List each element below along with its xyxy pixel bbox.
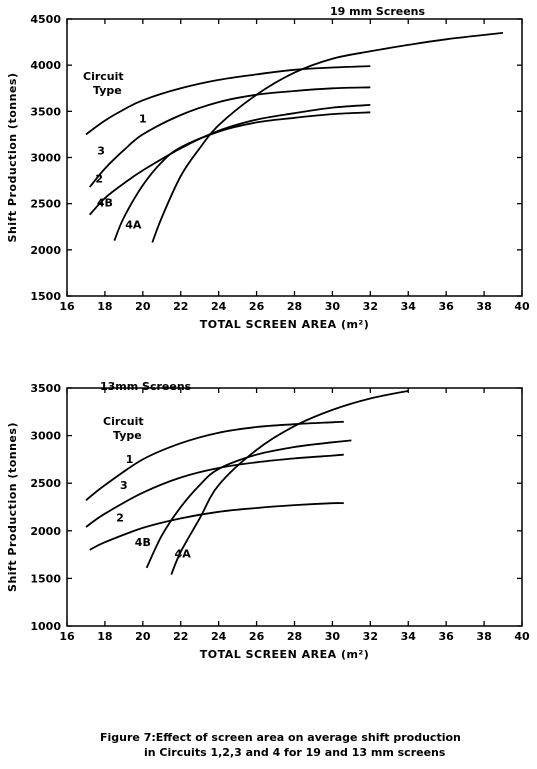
chart-19mm-xtick-label: 40 [514,300,530,313]
chart-13mm-xtick-label: 22 [173,630,188,643]
chart-19mm-xtick-label: 26 [249,300,265,313]
chart-13mm-y-axis-label: Shift Production (tonnes) [6,422,19,592]
chart-13mm-curve-label-1: 1 [126,453,134,466]
chart-13mm-series-4b [145,439,352,569]
chart-13mm-ytick-label: 3000 [30,430,61,443]
chart-13mm-curve-label-3: 3 [120,479,128,492]
chart-19mm-ytick-label: 4500 [30,13,61,26]
chart-13mm-series-4a [170,390,409,575]
chart-19mm-ytick-label: 3500 [30,105,61,118]
chart-19mm-ytick-label: 4000 [30,59,61,72]
chart-13mm-xtick-label: 32 [363,630,378,643]
chart-13mm-xtick-label: 28 [287,630,302,643]
chart-19mm-legend-title-line2: Type [93,84,122,97]
chart-19mm-legend-title-line1: Circuit [83,70,124,83]
chart-13mm-xtick-label: 18 [97,630,112,643]
chart-13mm-xtick-label: 40 [514,630,530,643]
chart-19mm-curve-label-3: 3 [97,145,105,158]
chart-13mm-title: 13mm Screens [100,380,192,393]
chart-19mm-ytick-label: 1500 [30,290,61,303]
chart-19mm-xtick-label: 22 [173,300,188,313]
chart-19mm-xtick-label: 38 [476,300,491,313]
chart-19mm-series-1 [85,65,371,136]
chart-13mm-xtick-label: 24 [211,630,227,643]
chart-19mm-curve-label-4b: 4B [97,196,113,209]
chart-19mm-curve-label-1: 1 [139,112,147,125]
chart-19mm-ytick-label: 3000 [30,152,61,165]
chart-13mm-xtick-label: 34 [401,630,417,643]
chart-19mm: 16 18 20 22 24 26 28 30 32 34 36 38 4015002000250030… [6,5,530,331]
caption-line-2: in Circuits 1,2,3 and 4 for 19 and 13 mm… [144,746,446,759]
caption-line-1: Figure 7:Effect of screen area on averag… [100,731,461,744]
chart-19mm-title: 19 mm Screens [330,5,426,18]
chart-19mm-curve-label-2: 2 [95,172,103,185]
chart-19mm-xtick-label: 18 [97,300,112,313]
chart-19mm-ytick-label: 2500 [30,198,61,211]
chart-13mm: 16 18 20 22 24 26 28 30 32 34 36 38 4010001500200025… [6,380,530,661]
chart-13mm-legend-title-line2: Type [113,429,142,442]
chart-19mm-x-axis-label: TOTAL SCREEN AREA (m²) [200,318,370,331]
chart-19mm-y-axis-label: Shift Production (tonnes) [6,73,19,243]
chart-13mm-legend-title-line1: Circuit [103,415,144,428]
chart-19mm-xtick-label: 36 [439,300,455,313]
chart-13mm-series-1 [85,420,344,502]
chart-13mm-xtick-label: 36 [439,630,455,643]
chart-19mm-curve-label-4a: 4A [125,219,142,232]
chart-13mm-curve-label-4a: 4A [175,547,192,560]
chart-19mm-series-4a [151,32,504,243]
chart-13mm-ytick-label: 2500 [30,477,61,490]
chart-13mm-series-2 [89,502,344,551]
chart-13mm-curve-label-2: 2 [116,511,124,524]
chart-19mm-xtick-label: 34 [401,300,417,313]
chart-19mm-xtick-label: 20 [135,300,151,313]
chart-19mm-plot-frame [66,18,523,297]
chart-13mm-xtick-label: 38 [476,630,491,643]
chart-13mm-xtick-label: 26 [249,630,265,643]
chart-19mm-series-4b [113,111,371,241]
chart-13mm-ytick-label: 2000 [30,525,61,538]
chart-19mm-series-3 [89,86,371,188]
chart-13mm-xtick-label: 30 [325,630,341,643]
chart-19mm-xtick-label: 28 [287,300,302,313]
figure-caption: Figure 7:Effect of screen area on averag… [100,730,530,760]
chart-19mm-series-2 [89,104,371,216]
chart-13mm-ytick-label: 1000 [30,620,61,633]
chart-13mm-ytick-label: 3500 [30,382,61,395]
chart-19mm-xtick-label: 30 [325,300,341,313]
chart-13mm-xtick-label: 16 [59,630,75,643]
chart-19mm-ytick-label: 2000 [30,244,61,257]
chart-19mm-xtick-label: 16 [59,300,75,313]
chart-19mm-xtick-label: 24 [211,300,227,313]
chart-19mm-xtick-label: 32 [363,300,378,313]
chart-13mm-curve-label-4b: 4B [135,536,151,549]
chart-13mm-xtick-label: 20 [135,630,151,643]
chart-13mm-ytick-label: 1500 [30,572,61,585]
chart-13mm-x-axis-label: TOTAL SCREEN AREA (m²) [200,648,370,661]
